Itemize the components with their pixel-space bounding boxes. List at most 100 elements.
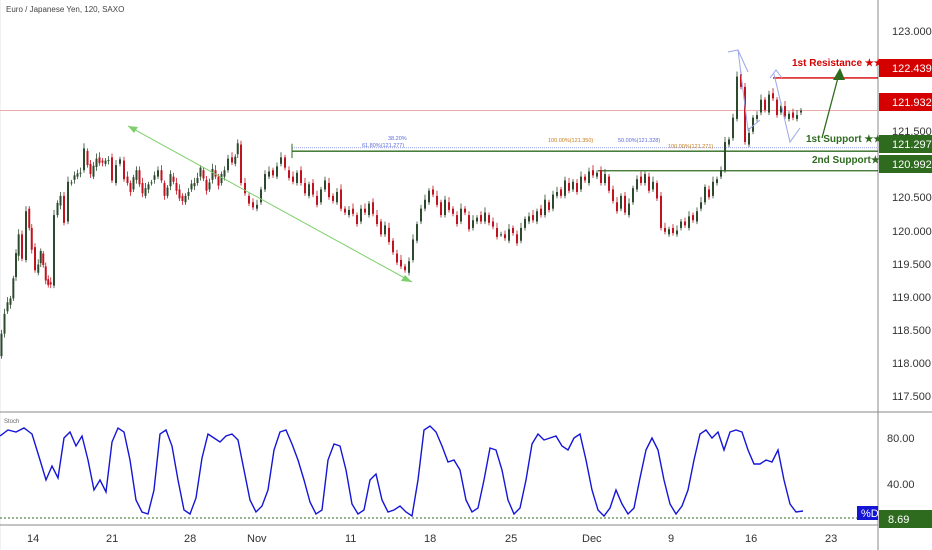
- candle-body: [205, 179, 208, 191]
- resistance-tag: 122.439: [892, 63, 932, 75]
- candle-body: [620, 195, 622, 209]
- candle-body: [208, 182, 211, 190]
- candle-body: [220, 174, 223, 184]
- candle-body: [141, 183, 144, 194]
- candle-body: [752, 117, 754, 132]
- candle-body: [132, 177, 135, 190]
- candle-body: [648, 176, 650, 191]
- candle-body: [304, 183, 306, 194]
- candle-body: [600, 170, 602, 184]
- price-tick: 120.000: [892, 226, 932, 238]
- candle-body: [680, 221, 682, 228]
- candle-body: [12, 278, 15, 299]
- candle-body: [744, 86, 746, 142]
- candle-body: [408, 261, 410, 273]
- candle-body: [95, 158, 98, 168]
- candle-body: [728, 139, 730, 145]
- candle-body: [348, 209, 350, 216]
- candle-body: [280, 157, 282, 164]
- candle-body: [384, 225, 386, 235]
- candle-body: [700, 202, 702, 209]
- price-tick: 119.500: [892, 259, 931, 271]
- candle-body: [464, 208, 466, 213]
- candle-body: [123, 160, 125, 180]
- candle-body: [460, 208, 462, 222]
- date-tick: 9: [668, 533, 674, 545]
- candle-body: [784, 106, 786, 117]
- candle-body: [628, 203, 630, 216]
- candle-body: [572, 181, 574, 190]
- candle-body: [548, 202, 550, 210]
- candle-body: [288, 170, 290, 178]
- candle-body: [676, 230, 678, 235]
- candle-body: [708, 189, 710, 198]
- date-tick: Nov: [247, 533, 267, 545]
- candle-body: [92, 165, 95, 177]
- candle-body: [214, 170, 217, 177]
- candle-body: [360, 208, 362, 222]
- candle-body: [135, 170, 138, 180]
- stochastic-series: [0, 425, 804, 518]
- candle-body: [528, 216, 530, 222]
- bounce-arrowhead: [833, 68, 845, 80]
- candle-body: [404, 266, 406, 271]
- candle-body: [147, 184, 150, 190]
- fib-100a-label: 100.00%(121.350): [548, 138, 593, 144]
- date-tick: 18: [424, 533, 436, 545]
- candle-body: [704, 186, 706, 203]
- candle-body: [181, 195, 184, 201]
- support-1-tag: 121.297: [892, 139, 932, 151]
- candle-body: [9, 298, 12, 305]
- candle-body: [748, 133, 750, 145]
- candle-body: [424, 199, 426, 209]
- candle-body: [76, 173, 79, 177]
- fib-50-label: 50.00%(121.328): [618, 138, 660, 144]
- price-axis: 123.000 121.500 120.500 120.000 119.500 …: [892, 26, 932, 403]
- support-2-label: 2nd Support★: [812, 155, 880, 166]
- candle-body: [37, 264, 40, 273]
- fib-618-label: 61.80%(121.277): [362, 143, 404, 149]
- candle-body: [47, 279, 50, 285]
- date-tick: 25: [505, 533, 517, 545]
- candle-body: [508, 229, 510, 241]
- support-1-label: 1st Support ★★: [806, 134, 882, 145]
- candle-body: [356, 215, 358, 225]
- candle-body: [564, 180, 566, 196]
- candle-body: [276, 166, 278, 177]
- current-tag-bg: [879, 93, 932, 111]
- candle-body: [468, 215, 470, 230]
- candle-body: [336, 192, 338, 203]
- candle-body: [70, 182, 73, 184]
- candle-body: [476, 217, 478, 222]
- candle-body: [388, 227, 390, 243]
- candle-body: [668, 229, 670, 235]
- date-tick: 23: [825, 533, 837, 545]
- candle-body: [516, 234, 518, 244]
- stoch-tick: 40.00: [887, 479, 915, 491]
- candle-body: [800, 110, 802, 113]
- price-series: [0, 71, 802, 359]
- candle-body: [316, 195, 318, 205]
- candle-body: [532, 215, 534, 221]
- oscillator-label: Stoch: [4, 419, 20, 425]
- date-tick: 11: [345, 533, 356, 545]
- zigzag-cap: [769, 69, 783, 79]
- candle-body: [364, 208, 366, 213]
- candle-body: [160, 170, 163, 181]
- candle-body: [89, 163, 92, 175]
- candle-body: [456, 215, 458, 225]
- candle-body: [604, 174, 606, 184]
- candle-body: [556, 192, 558, 196]
- candle-body: [344, 208, 346, 213]
- candle-body: [420, 208, 422, 222]
- candle-body: [227, 158, 229, 171]
- candle-body: [150, 182, 153, 184]
- candle-body: [42, 253, 45, 266]
- candle-body: [44, 266, 47, 281]
- candle-body: [540, 208, 542, 216]
- candle-body: [392, 240, 394, 253]
- candle-body: [684, 221, 686, 226]
- candle-body: [320, 189, 322, 203]
- candle-body: [248, 195, 250, 204]
- candle-body: [724, 142, 726, 171]
